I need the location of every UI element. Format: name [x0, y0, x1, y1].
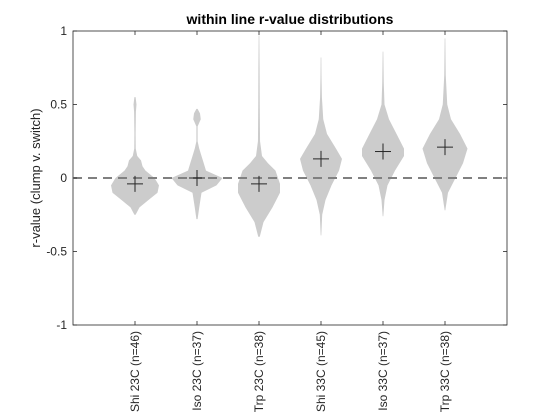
violin-1 — [171, 108, 223, 220]
x-tick-label: Shi 23C (n=46) — [128, 331, 142, 412]
x-tick-label: Trp 33C (n=38) — [438, 331, 452, 412]
chart-title: within line r-value distributions — [186, 11, 394, 27]
y-tick-label: 1 — [60, 24, 67, 38]
violin-5 — [422, 38, 468, 211]
y-tick-label: 0.5 — [50, 98, 67, 112]
violin-0 — [111, 97, 159, 215]
y-axis-label: r-value (clump v. switch) — [28, 108, 43, 247]
y-tick-label: -1 — [56, 318, 67, 332]
mean-marker-4 — [375, 143, 391, 160]
mean-marker-2 — [251, 175, 267, 192]
x-tick-label: Shi 33C (n=45) — [314, 331, 328, 412]
y-tick-label: -0.5 — [46, 245, 67, 259]
mean-marker-0 — [127, 175, 143, 192]
y-tick-label: 0 — [60, 171, 67, 185]
x-tick-label: Iso 33C (n=37) — [376, 331, 390, 411]
mean-marker-5 — [437, 139, 453, 156]
mean-marker-3 — [313, 150, 329, 167]
violin-4 — [362, 51, 404, 217]
violin-3 — [300, 57, 342, 236]
x-tick-label: Iso 23C (n=37) — [190, 331, 204, 411]
mean-marker-1 — [189, 170, 205, 186]
x-tick-label: Trp 23C (n=38) — [252, 331, 266, 412]
violin-2 — [238, 35, 280, 237]
plot-area: -1 -0.5 0 0.5 1 Shi 23C (n=46) Iso 23C (n=37) T… — [46, 24, 508, 412]
